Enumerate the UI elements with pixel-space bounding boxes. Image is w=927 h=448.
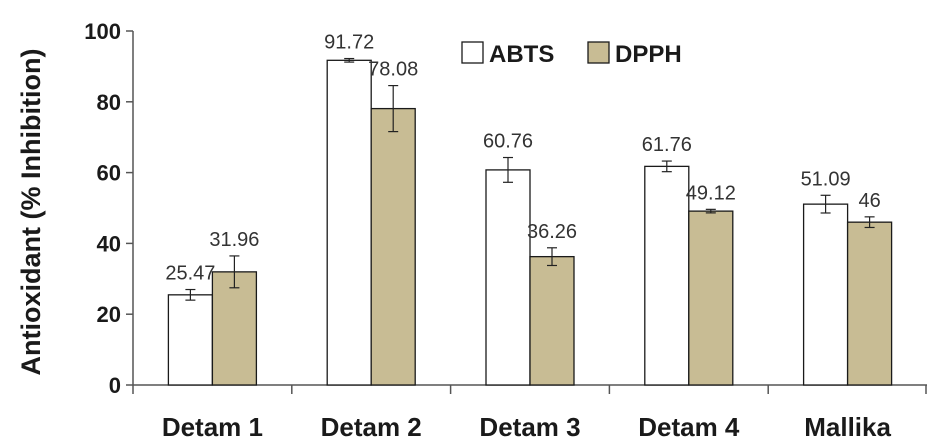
data-label: 78.08 [368,59,418,81]
bar [644,165,690,386]
legend-label: ABTS [489,41,554,68]
data-label: 31.96 [209,229,259,251]
legend: ABTS DPPH [461,41,682,68]
data-label: 46 [858,190,880,212]
error-bars [185,57,875,301]
y-tick-label: 40 [97,231,121,256]
y-tick-label: 20 [97,302,121,327]
y-tick-label: 60 [97,161,121,186]
legend-swatch [461,41,484,64]
data-label: 49.12 [686,182,736,204]
data-label: 60.76 [483,131,533,153]
data-label: 36.26 [527,221,577,243]
data-label: 91.72 [324,32,374,54]
bar [802,203,849,386]
y-tick-label: 100 [84,19,121,44]
bars [167,59,893,386]
x-tick-label: Detam 2 [321,412,422,442]
y-axis: 0 20 40 60 80 100 [84,19,134,398]
bar [211,271,258,386]
x-tick-label: Detam 4 [638,412,740,442]
data-labels: 25.47 91.72 60.76 61.76 51.09 31.96 78.08 36.26… [165,32,880,285]
x-tick-label: Detam 3 [479,412,580,442]
x-tick-label: Detam 1 [162,412,263,442]
bar [167,294,214,386]
legend-label: DPPH [615,41,682,68]
x-axis: Detam 1 Detam 2 Detam 3 Detam 4 Mallika [132,384,927,442]
bar [370,107,416,386]
data-label: 61.76 [642,134,692,156]
bar [688,210,734,386]
data-label: 25.47 [165,263,215,285]
x-tick-label: Mallika [804,412,891,442]
data-label: 51.09 [801,168,851,190]
bar [846,221,893,386]
y-axis-title: Antioxidant (% Inhibition) [16,49,46,376]
legend-swatch [587,41,610,64]
y-tick-label: 80 [97,90,121,115]
bar [485,169,531,386]
y-tick-label: 0 [109,373,121,398]
bar [326,59,372,386]
bar [529,255,575,386]
